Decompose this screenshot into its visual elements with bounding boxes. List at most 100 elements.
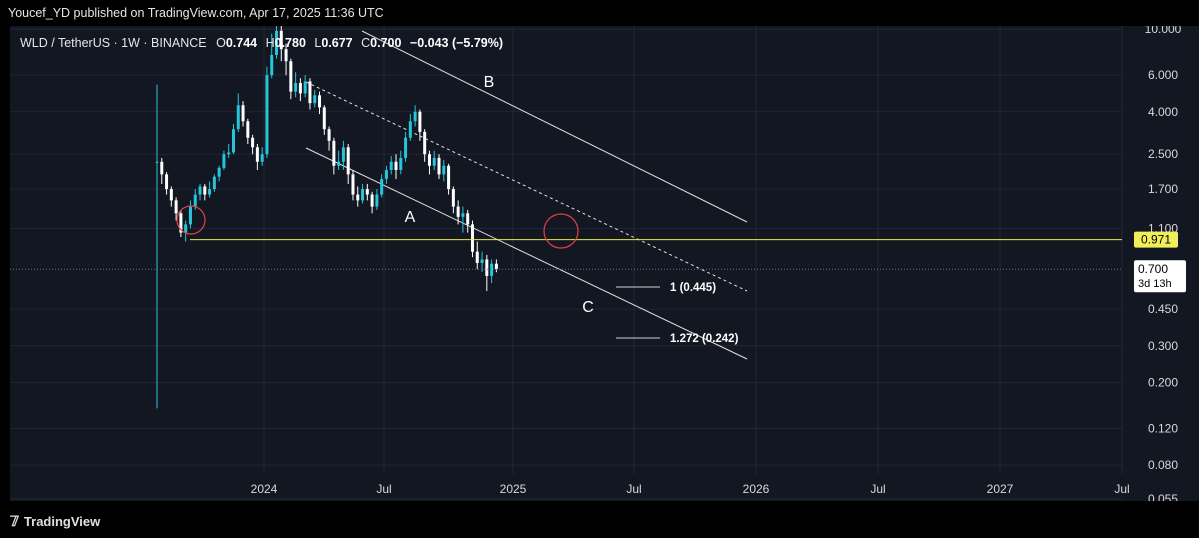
candle (437, 154, 441, 180)
candle-body (466, 213, 470, 225)
candle (346, 143, 350, 184)
candle (303, 75, 307, 98)
candle (265, 66, 269, 158)
candle (155, 84, 159, 409)
candle (188, 200, 192, 229)
candle-body (375, 194, 379, 207)
candle-body (255, 147, 259, 162)
price-tick-label: 0.300 (1148, 339, 1178, 353)
channel-mid (305, 81, 748, 292)
candle (375, 189, 379, 210)
candle-body (303, 81, 307, 94)
candle (442, 159, 446, 182)
candle (174, 197, 178, 221)
price-tick-label: 0.055 (1148, 492, 1178, 501)
candle (284, 43, 288, 76)
candle (394, 154, 398, 180)
candle (279, 26, 283, 62)
candle-body (208, 189, 212, 195)
candle-body (313, 95, 317, 104)
candle (212, 174, 216, 192)
candle-body (456, 206, 460, 217)
price-tick-label: 0.080 (1148, 458, 1178, 472)
candle-body (341, 147, 345, 162)
candle (461, 206, 465, 233)
candle (480, 251, 484, 272)
time-axis[interactable]: 2024 Jul 2025 Jul 2026 Jul 2027 Jul (251, 482, 1130, 496)
wave-label: B (484, 74, 495, 91)
price-tick-label: 6.000 (1148, 68, 1178, 82)
price-axis[interactable]: 10.0006.0004.0002.5001.7001.1000.4500.30… (1134, 26, 1186, 501)
candle-body (423, 131, 427, 155)
candle-body (270, 54, 274, 76)
candle-body (198, 186, 202, 195)
candle (380, 174, 384, 198)
candle (184, 220, 188, 242)
candle-body (165, 174, 169, 190)
candle (322, 105, 326, 135)
candle (451, 186, 455, 214)
candle-body (461, 213, 465, 217)
candle (399, 150, 403, 175)
candle-body (494, 263, 498, 270)
candle-body (365, 189, 369, 195)
candle (236, 93, 240, 132)
time-tick-label: 2026 (743, 482, 770, 496)
price-tag-support (1134, 231, 1178, 248)
candle (217, 165, 221, 182)
candle-body (384, 169, 388, 180)
channel-upper (361, 30, 748, 223)
candle-body (332, 140, 336, 166)
candle (432, 150, 436, 170)
price-chart[interactable]: 1 (0.445) 1.272 (0.242) A B C 10.000 6.000 4.0… (10, 26, 1199, 501)
publisher-text: Youcef_YD published on TradingView.com, … (8, 6, 384, 20)
candle (160, 157, 164, 184)
time-tick-label: 2024 (251, 482, 278, 496)
marker-circle (543, 213, 579, 249)
candle-body (380, 179, 384, 195)
candle (475, 241, 479, 270)
candle (313, 89, 317, 108)
channel-lower (305, 147, 748, 360)
candle (361, 183, 365, 204)
candle (418, 109, 422, 141)
candle (490, 259, 494, 284)
price-tag-current-text: 0.700 (1138, 262, 1168, 276)
candle-body (265, 75, 269, 155)
candle-body (356, 194, 360, 201)
time-tick-label: Jul (870, 482, 885, 496)
time-tick-label: Jul (626, 482, 641, 496)
candle-body (408, 121, 412, 138)
candle-body (160, 161, 164, 175)
candle (370, 191, 374, 214)
chart-area[interactable]: 1 (0.445) 1.272 (0.242) A B C 10.000 6.000 4.0… (10, 26, 1199, 501)
candle-body (470, 224, 474, 252)
candle-body (227, 152, 231, 155)
candle-body (394, 161, 398, 170)
candle (485, 254, 489, 292)
candle-body (179, 213, 183, 233)
candle (222, 150, 226, 170)
price-tag-support-text: 0.971 (1141, 233, 1171, 247)
price-tag-countdown: 3d 13h (1138, 278, 1172, 290)
candle (494, 259, 498, 273)
candle-body (490, 263, 494, 276)
candle (275, 26, 278, 59)
candle (404, 131, 408, 162)
candle (308, 78, 312, 110)
candle-body (169, 189, 173, 201)
time-tick-label: Jul (376, 482, 391, 496)
candles (155, 26, 498, 409)
candle-body (241, 105, 245, 122)
wave-label: A (405, 209, 416, 226)
tradingview-logo[interactable]: 𝟟 TradingView (10, 513, 100, 530)
candle (227, 143, 231, 158)
fib-label: 1 (0.445) (670, 282, 716, 294)
candle (241, 101, 245, 127)
candle (408, 114, 412, 141)
candle-body (236, 105, 240, 130)
candle-body (432, 157, 436, 166)
candle-body (346, 147, 350, 175)
time-tick-label: 2025 (500, 482, 527, 496)
candle-body (327, 129, 331, 141)
